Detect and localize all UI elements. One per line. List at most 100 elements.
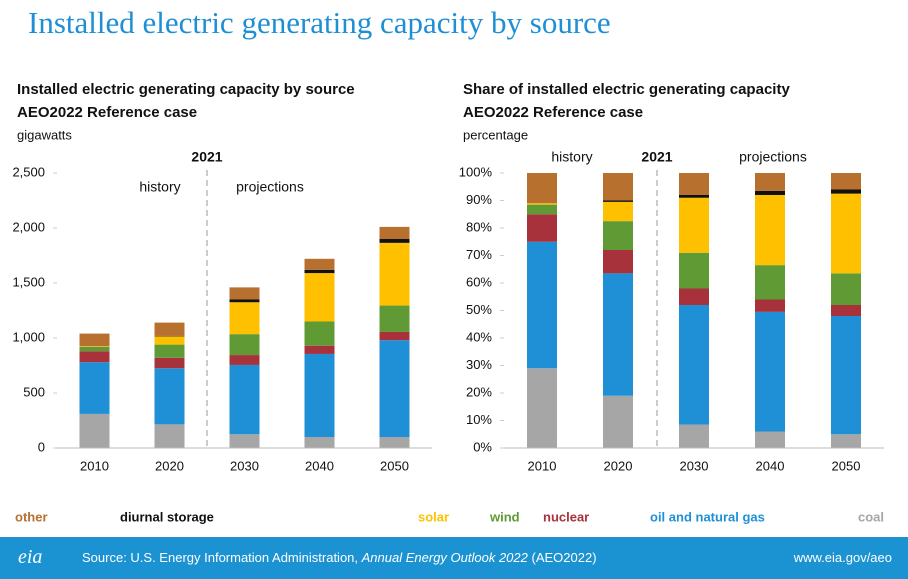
legend-entry: oil and natural gas [650, 509, 765, 524]
bar-segment [755, 311, 785, 432]
footer: eia Source: U.S. Energy Information Admi… [0, 537, 908, 579]
x-tick-label: 2010 [528, 458, 557, 473]
y-tick-label: 60% [466, 274, 492, 289]
bar-segment [154, 344, 185, 358]
bar-segment [603, 201, 633, 222]
bar-segment [379, 239, 410, 243]
bar-segment [755, 265, 785, 300]
source-suffix: (AEO2022) [527, 550, 597, 565]
bar-segment [527, 203, 557, 205]
x-tick-label: 2040 [305, 458, 334, 473]
bar-segment [154, 322, 185, 336]
bar-segment [831, 173, 861, 190]
bar-segment [304, 258, 335, 270]
divider-label: 2021 [191, 149, 222, 165]
bar-segment [755, 431, 785, 448]
bar-segment [379, 437, 410, 448]
projections-label: projections [236, 179, 304, 195]
legend-entry: coal [858, 509, 884, 524]
y-tick-label: 100% [459, 164, 493, 179]
bar-segment [527, 204, 557, 215]
y-tick-label: 70% [466, 247, 492, 262]
legend-entry: wind [489, 509, 520, 524]
bar-segment [304, 353, 335, 437]
x-tick-label: 2010 [80, 458, 109, 473]
x-tick-label: 2030 [230, 458, 259, 473]
bar-segment [527, 173, 557, 204]
unit-label: percentage [463, 127, 528, 142]
bar-segment [379, 340, 410, 437]
bar-segment [229, 302, 260, 335]
bar-segment [603, 173, 633, 201]
bar-segment [154, 368, 185, 425]
bar-segment [527, 368, 557, 448]
bar-segment [527, 214, 557, 242]
bar-segment [304, 273, 335, 322]
logo: eia [18, 546, 43, 568]
y-tick-label: 20% [466, 384, 492, 399]
bar-segment [79, 351, 110, 363]
bar-segment [679, 252, 709, 289]
bar-segment [154, 357, 185, 369]
bar-segment [154, 335, 185, 337]
bar-segment [755, 299, 785, 312]
bar-segment [229, 434, 260, 448]
divider-label: 2021 [641, 149, 672, 165]
bar-segment [831, 193, 861, 274]
bar-segment [79, 346, 110, 347]
bar-segment [679, 305, 709, 425]
bar-segment [379, 226, 410, 239]
y-tick-label: 90% [466, 192, 492, 207]
bar-segment [603, 395, 633, 448]
bar-segment [679, 195, 709, 198]
bar-segment [603, 200, 633, 202]
y-tick-label: 2,500 [12, 164, 45, 179]
bar-segment [154, 424, 185, 448]
y-tick-label: 30% [466, 357, 492, 372]
bar-segment [379, 305, 410, 332]
bar-segment [229, 355, 260, 365]
bar-segment [79, 333, 110, 347]
chart-title: Share of installed electric generating c… [463, 81, 790, 98]
bar-segment [229, 299, 260, 303]
bar-segment [831, 273, 861, 305]
bar-segment [527, 241, 557, 369]
bar-segment [603, 221, 633, 250]
bar-segment [304, 269, 335, 274]
y-tick-label: 0% [473, 439, 492, 454]
y-tick-label: 2,000 [12, 219, 45, 234]
bar-segment [229, 334, 260, 356]
x-tick-label: 2030 [680, 458, 709, 473]
url: www.eia.gov/aeo [793, 550, 892, 565]
source-title: Annual Energy Outlook 2022 [361, 550, 528, 565]
bar-segment [603, 273, 633, 396]
x-tick-label: 2050 [832, 458, 861, 473]
legend-entry: solar [418, 509, 449, 524]
y-tick-label: 500 [23, 384, 45, 399]
unit-label: gigawatts [17, 127, 72, 142]
bar-segment [831, 434, 861, 448]
legend-entry: nuclear [543, 509, 589, 524]
bar-segment [379, 242, 410, 306]
bar-segment [831, 189, 861, 194]
chart: Installed electric generating capacity b… [12, 5, 884, 524]
legend-entry: other [15, 509, 48, 524]
source-prefix: Source: U.S. Energy Information Administ… [82, 550, 362, 565]
bar-segment [229, 287, 260, 300]
bar-segment [679, 173, 709, 195]
y-tick-label: 1,500 [12, 274, 45, 289]
bar-segment [304, 345, 335, 354]
y-tick-label: 0 [38, 439, 45, 454]
bar-segment [379, 331, 410, 341]
bar-segment [755, 190, 785, 195]
bar-segment [304, 321, 335, 346]
projections-label: projections [739, 149, 807, 165]
bar-segment [831, 305, 861, 316]
legend-entry: diurnal storage [120, 509, 214, 524]
bar-segment [679, 197, 709, 253]
history-label: history [551, 149, 592, 165]
bar-segment [755, 195, 785, 266]
x-tick-label: 2040 [756, 458, 785, 473]
bar-segment [304, 437, 335, 448]
